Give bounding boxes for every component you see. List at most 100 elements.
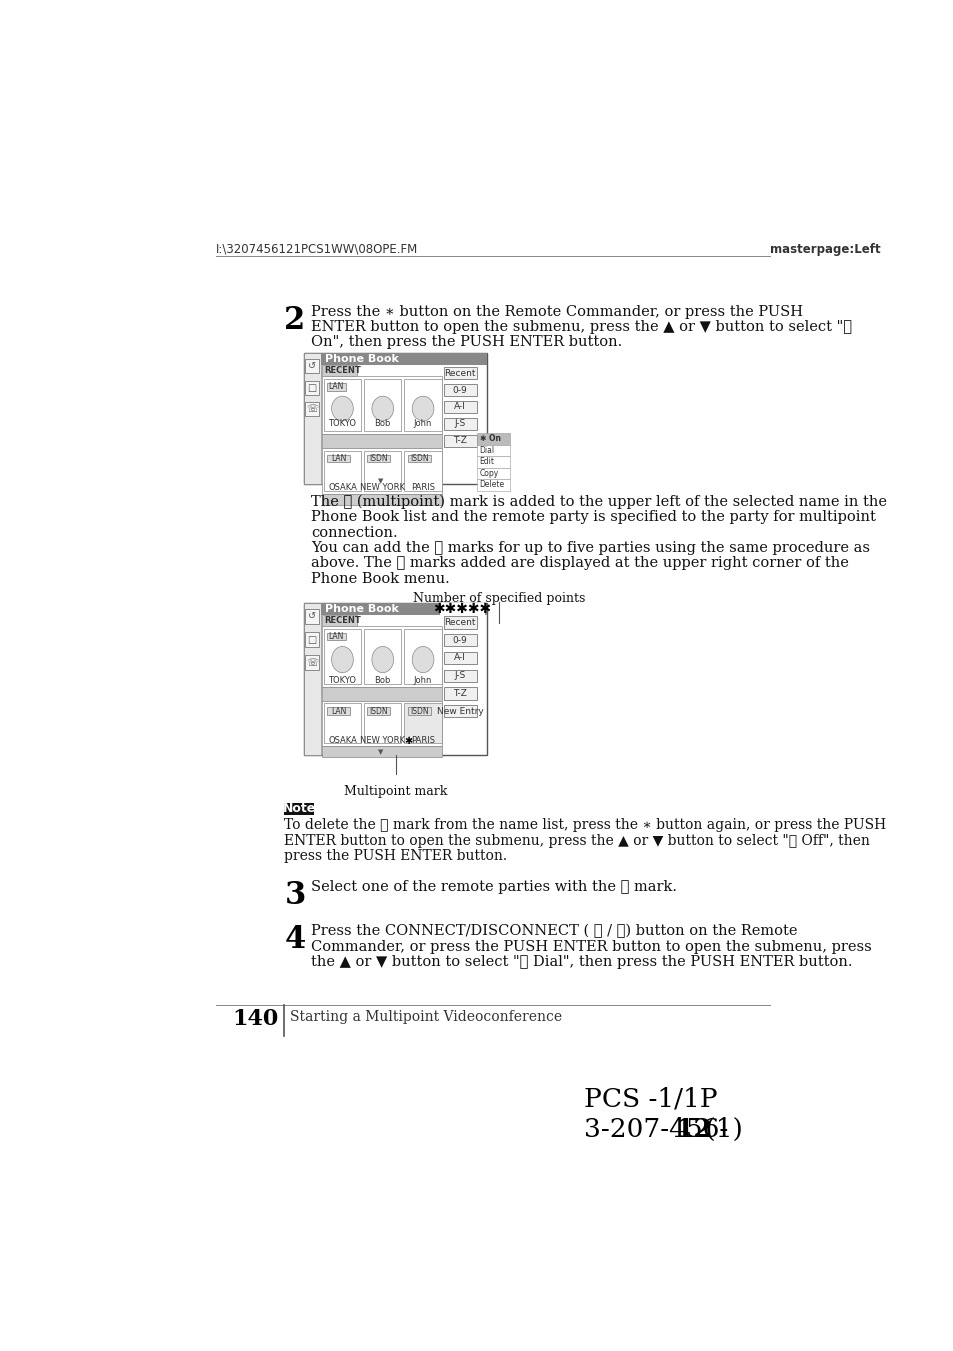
Bar [322, 701, 442, 746]
Text: Number of specified points: Number of specified points [413, 592, 584, 605]
Text: Phone Book: Phone Book [325, 604, 399, 613]
Bar [303, 603, 486, 755]
Text: Press the CONNECT/DISCONNECT ( ☎ / ℡) button on the Remote: Press the CONNECT/DISCONNECT ( ☎ / ℡) bu… [311, 924, 797, 939]
Bar [404, 451, 441, 490]
Bar [476, 480, 509, 490]
Bar [305, 359, 319, 373]
Bar [443, 688, 476, 700]
Bar [476, 444, 509, 457]
Text: You can add the ✱ marks for up to five parties using the same procedure as: You can add the ✱ marks for up to five p… [311, 540, 869, 555]
Bar [404, 628, 441, 684]
Bar [443, 435, 476, 447]
Bar [322, 434, 442, 447]
Text: Note: Note [282, 802, 315, 816]
Bar [476, 467, 509, 480]
Bar [367, 455, 390, 462]
Text: RECENT: RECENT [323, 616, 360, 624]
Bar [322, 688, 442, 701]
Text: 4: 4 [284, 924, 305, 955]
Ellipse shape [372, 396, 394, 422]
Bar [367, 708, 390, 715]
Text: LAN: LAN [328, 632, 344, 640]
Text: Commander, or press the PUSH ENTER button to open the submenu, press: Commander, or press the PUSH ENTER butto… [311, 940, 871, 954]
Text: Copy: Copy [479, 469, 498, 478]
Bar [443, 616, 476, 628]
Text: Delete: Delete [479, 480, 504, 489]
Bar [322, 626, 442, 688]
Text: Starting a Multipoint Videoconference: Starting a Multipoint Videoconference [290, 1011, 561, 1024]
Bar [305, 403, 319, 416]
Text: ISDN: ISDN [410, 454, 428, 463]
Text: □: □ [307, 382, 316, 393]
Text: Bob: Bob [375, 676, 391, 685]
Text: 140: 140 [232, 1008, 278, 1031]
Text: □: □ [307, 635, 316, 644]
Text: Press the ∗ button on the Remote Commander, or press the PUSH: Press the ∗ button on the Remote Command… [311, 304, 802, 319]
Bar [323, 628, 360, 684]
Bar [476, 434, 509, 444]
Text: connection.: connection. [311, 526, 397, 539]
Text: OSAKA: OSAKA [328, 484, 356, 492]
Bar [364, 628, 401, 684]
Text: Dial: Dial [479, 446, 495, 454]
Text: Phone Book: Phone Book [325, 354, 399, 365]
Text: 3: 3 [284, 880, 305, 911]
Text: Bob: Bob [375, 419, 391, 428]
Text: ISDN: ISDN [369, 454, 388, 463]
Text: ✱ On: ✱ On [479, 434, 500, 443]
Text: ENTER button to open the submenu, press the ▲ or ▼ button to select "✱: ENTER button to open the submenu, press … [311, 320, 852, 334]
Text: Multipoint mark: Multipoint mark [344, 785, 447, 798]
Text: ↺: ↺ [308, 612, 316, 621]
Text: ✱✱✱✱✱: ✱✱✱✱✱ [433, 601, 491, 616]
Bar [305, 381, 319, 394]
Text: T-Z: T-Z [453, 436, 467, 446]
Text: New Entry: New Entry [436, 707, 483, 716]
Text: NEW YORK: NEW YORK [360, 736, 405, 744]
Text: LAN: LAN [331, 707, 346, 716]
Bar [284, 802, 765, 861]
Text: above. The ✱ marks added are displayed at the upper right corner of the: above. The ✱ marks added are displayed a… [311, 557, 848, 570]
Text: the ▲ or ▼ button to select "✱ Dial", then press the PUSH ENTER button.: the ▲ or ▼ button to select "✱ Dial", th… [311, 955, 852, 969]
Text: 0-9: 0-9 [453, 385, 467, 394]
Bar [439, 603, 484, 615]
Ellipse shape [332, 646, 353, 673]
Bar [323, 451, 360, 490]
Bar [364, 380, 401, 431]
Text: John: John [414, 419, 432, 428]
Bar [327, 455, 350, 462]
Text: 0-9: 0-9 [453, 636, 467, 644]
Text: To delete the ✱ mark from the name list, press the ∗ button again, or press the : To delete the ✱ mark from the name list,… [284, 819, 885, 832]
Text: Select one of the remote parties with the ✱ mark.: Select one of the remote parties with th… [311, 880, 677, 894]
Bar [305, 655, 319, 670]
Text: NEW YORK: NEW YORK [360, 484, 405, 492]
Text: John: John [414, 676, 432, 685]
Text: ENTER button to open the submenu, press the ▲ or ▼ button to select "✱ Off", the: ENTER button to open the submenu, press … [284, 834, 869, 847]
Text: Edit: Edit [479, 457, 494, 466]
Text: PCS -1/1P: PCS -1/1P [583, 1086, 717, 1111]
Text: LAN: LAN [328, 382, 344, 392]
Text: ISDN: ISDN [369, 707, 388, 716]
Bar [322, 615, 356, 626]
Bar [443, 417, 476, 430]
Text: ↺: ↺ [308, 361, 316, 372]
Text: TOKYO: TOKYO [328, 676, 356, 685]
Bar [322, 746, 442, 757]
Text: PARIS: PARIS [411, 484, 435, 492]
Text: OSAKA: OSAKA [328, 736, 356, 744]
Ellipse shape [412, 396, 434, 422]
Bar [327, 632, 345, 640]
Text: 12: 12 [675, 1117, 712, 1142]
Bar [323, 380, 360, 431]
Text: ☏: ☏ [306, 658, 318, 667]
Text: J-S: J-S [455, 671, 465, 680]
Text: The ✱ (multipoint) mark is added to the upper left of the selected name in the: The ✱ (multipoint) mark is added to the … [311, 494, 886, 509]
Bar [407, 708, 431, 715]
Bar [364, 704, 401, 743]
Bar [322, 376, 442, 434]
Text: (1): (1) [696, 1117, 741, 1142]
Text: ▼: ▼ [377, 748, 383, 755]
Bar [404, 704, 441, 743]
Text: ☏: ☏ [306, 404, 318, 415]
Bar [303, 603, 320, 755]
Text: ISDN: ISDN [410, 707, 428, 716]
